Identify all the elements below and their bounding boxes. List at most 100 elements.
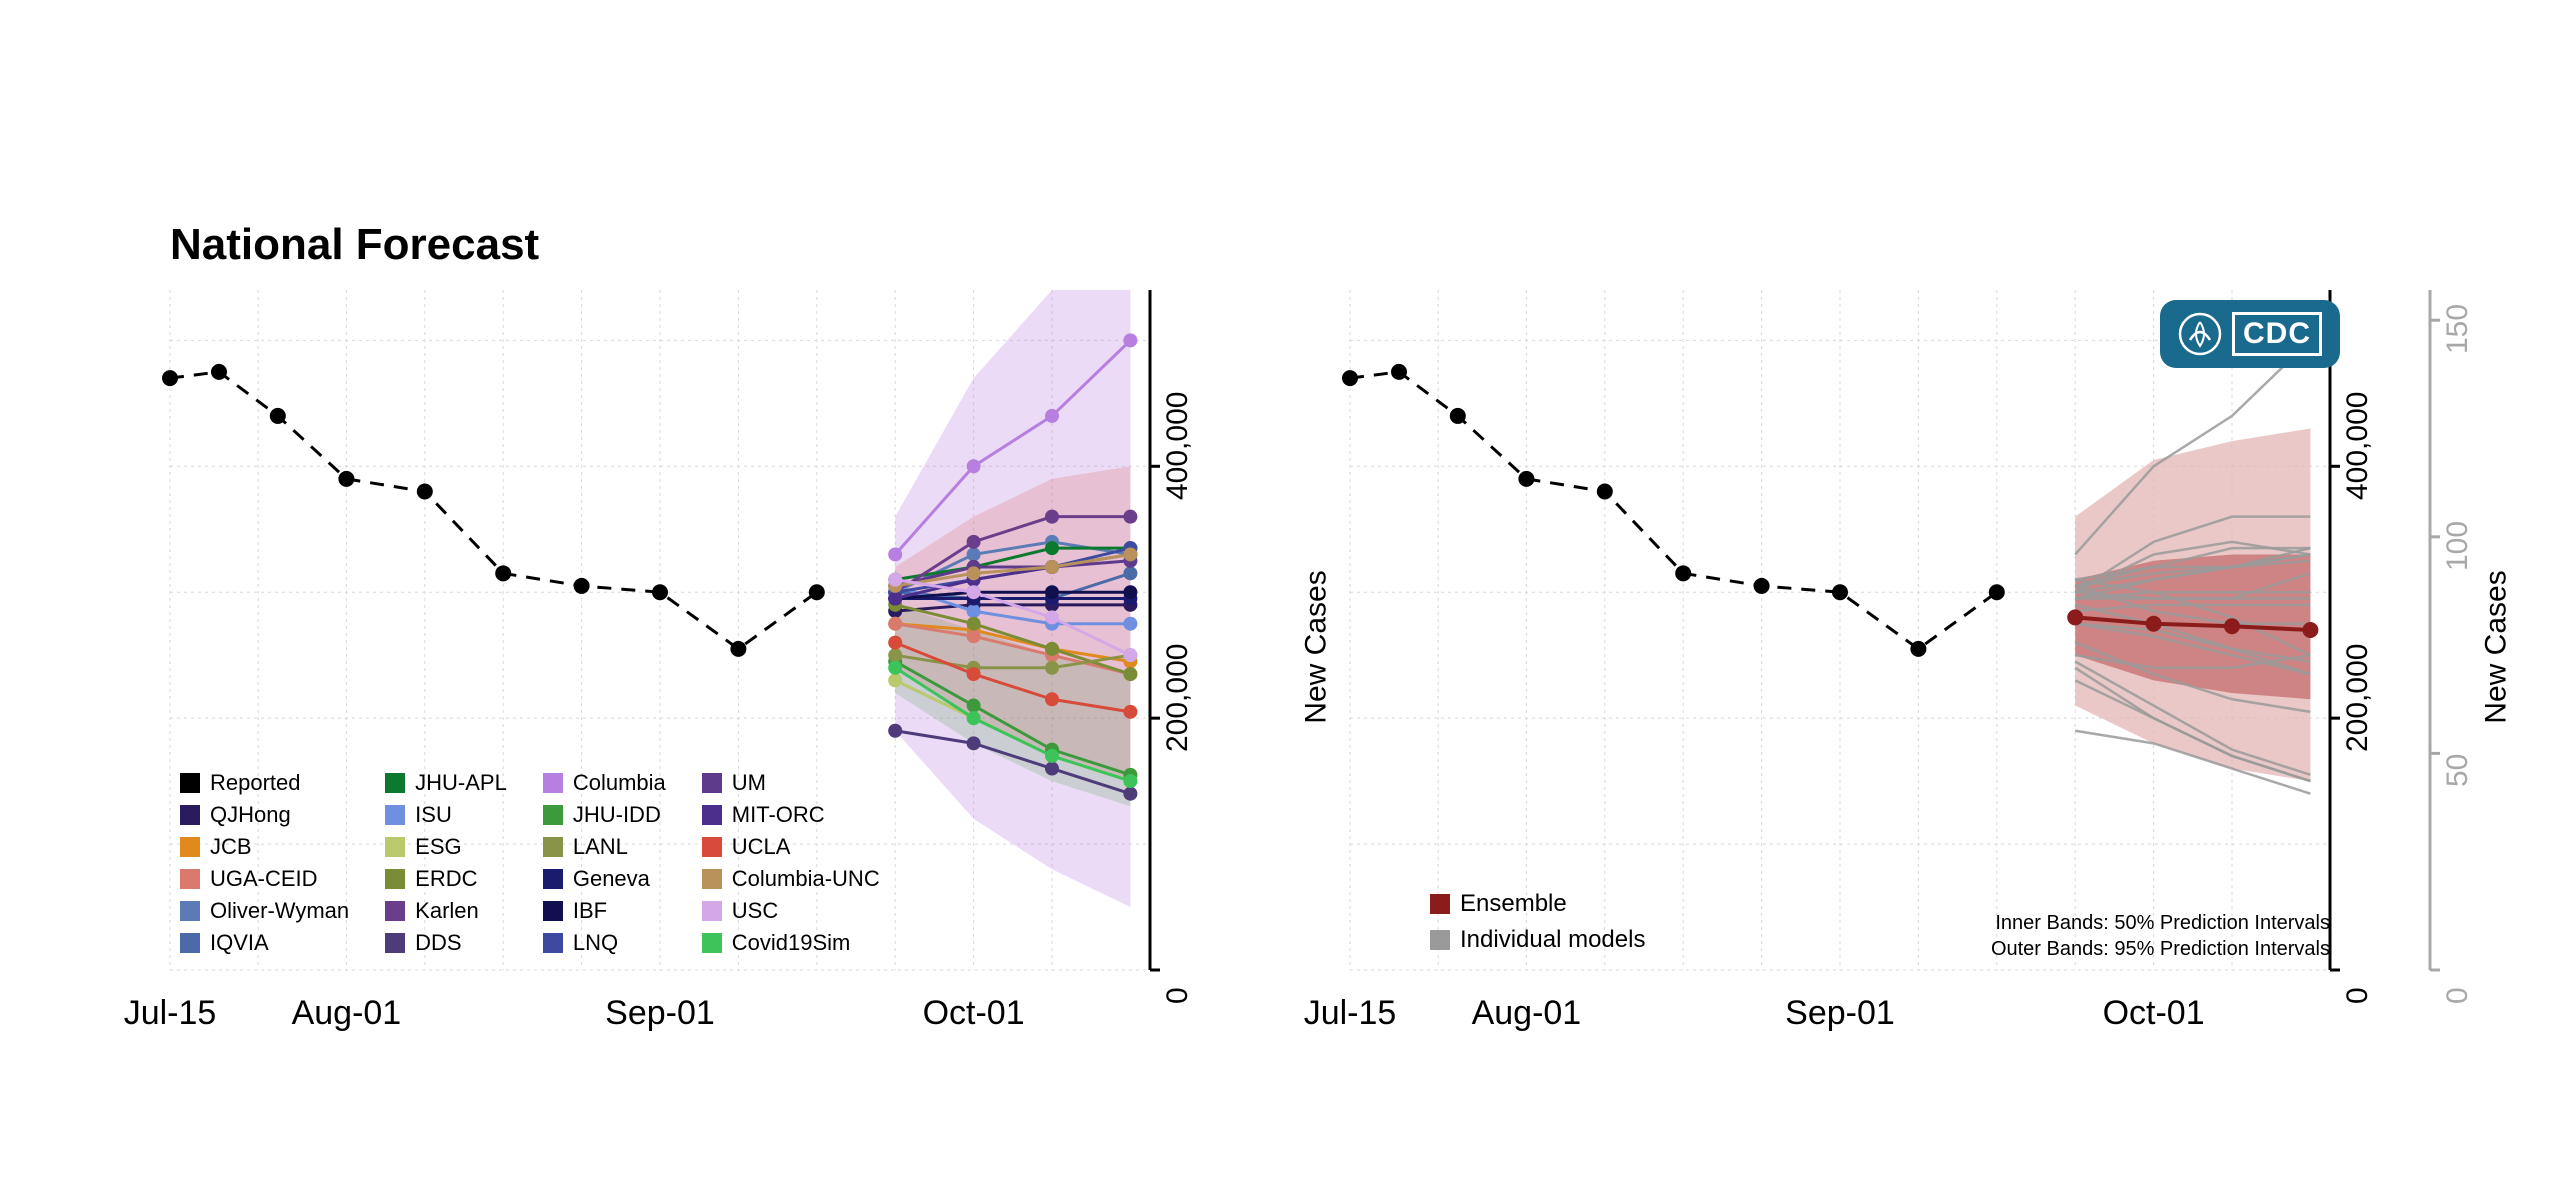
legend-item: QJHong <box>180 802 349 828</box>
legend-item: Individual models <box>1430 926 1645 954</box>
x-tick-label: Jul-15 <box>124 994 217 1033</box>
y-tick-label: 200,000 <box>2341 644 2375 752</box>
legend-item: Covid19Sim <box>702 930 880 956</box>
legend-item: Columbia <box>543 770 666 796</box>
legend-item: Oliver-Wyman <box>180 898 349 924</box>
legend-item: ESG <box>385 834 507 860</box>
y-axis-label-left: New Cases <box>1300 570 1334 723</box>
legend-swatch-icon <box>702 933 722 953</box>
legend-swatch-icon <box>543 901 563 921</box>
legend-label: UM <box>732 770 766 796</box>
legend-label: UCLA <box>732 834 791 860</box>
legend-item: Geneva <box>543 866 666 892</box>
legend-item: UCLA <box>702 834 880 860</box>
legend-item: IQVIA <box>180 930 349 956</box>
legend-label: JHU-APL <box>415 770 507 796</box>
legend-swatch-icon <box>543 805 563 825</box>
legend-label: JHU-IDD <box>573 802 661 828</box>
legend-item: Karlen <box>385 898 507 924</box>
legend-swatch-icon <box>385 773 405 793</box>
legend-swatch-icon <box>180 869 200 889</box>
legend-label: Geneva <box>573 866 650 892</box>
legend-label: ESG <box>415 834 461 860</box>
legend-item: DDS <box>385 930 507 956</box>
legend-swatch-icon <box>180 901 200 921</box>
legend-swatch-icon <box>543 773 563 793</box>
legend-item: LANL <box>543 834 666 860</box>
y2-tick-label: 0 <box>2441 987 2475 1004</box>
legend-swatch-icon <box>702 901 722 921</box>
x-tick-label: Sep-01 <box>605 994 715 1033</box>
legend-label: Covid19Sim <box>732 930 851 956</box>
y-axis-label-right: New Cases <box>2480 570 2514 723</box>
cdc-text: CDC <box>2232 312 2322 356</box>
legend-right: Ensemble Individual models <box>1430 890 1645 954</box>
legend-swatch-icon <box>180 805 200 825</box>
legend-swatch-icon <box>385 805 405 825</box>
x-tick-label: Oct-01 <box>2103 994 2205 1033</box>
legend-swatch-icon <box>1430 894 1450 914</box>
legend-item: JCB <box>180 834 349 860</box>
legend-swatch-icon <box>180 773 200 793</box>
legend-item: JHU-APL <box>385 770 507 796</box>
y2-tick-label: 100 <box>2441 521 2475 571</box>
legend-swatch-icon <box>385 869 405 889</box>
legend-swatch-icon <box>543 869 563 889</box>
y-tick-label: 400,000 <box>2341 392 2375 500</box>
legend-swatch-icon <box>180 837 200 857</box>
legend-item: JHU-IDD <box>543 802 666 828</box>
legend-item: ERDC <box>385 866 507 892</box>
x-tick-label: Aug-01 <box>1472 994 1582 1033</box>
legend-swatch-icon <box>702 869 722 889</box>
legend-swatch-icon <box>385 837 405 857</box>
legend-label: LNQ <box>573 930 618 956</box>
legend-item: Ensemble <box>1430 890 1645 918</box>
legend-item: IBF <box>543 898 666 924</box>
band-note-line1: Inner Bands: 50% Prediction Intervals <box>1970 910 2330 936</box>
legend-label: Columbia <box>573 770 666 796</box>
legend-label: USC <box>732 898 778 924</box>
legend-label: QJHong <box>210 802 291 828</box>
y-tick-label: 0 <box>1161 987 1195 1004</box>
cdc-logo: CDC <box>2160 300 2340 368</box>
legend-swatch-icon <box>543 837 563 857</box>
x-tick-label: Jul-15 <box>1304 994 1397 1033</box>
legend-label: LANL <box>573 834 628 860</box>
legend-label: Individual models <box>1460 926 1645 954</box>
legend-swatch-icon <box>385 933 405 953</box>
legend-label: MIT-ORC <box>732 802 825 828</box>
y-tick-label: 400,000 <box>1161 392 1195 500</box>
legend-swatch-icon <box>702 837 722 857</box>
page-title: National Forecast <box>170 220 539 270</box>
band-note: Inner Bands: 50% Prediction Intervals Ou… <box>1970 910 2330 962</box>
legend-label: Oliver-Wyman <box>210 898 349 924</box>
legend-left: Reported QJHong JCB UGA-CEID Oliver-Wyman IQV… <box>180 770 880 956</box>
x-tick-label: Sep-01 <box>1785 994 1895 1033</box>
legend-label: Karlen <box>415 898 479 924</box>
legend-label: Reported <box>210 770 301 796</box>
legend-swatch-icon <box>702 773 722 793</box>
legend-item: Columbia-UNC <box>702 866 880 892</box>
legend-item: USC <box>702 898 880 924</box>
legend-swatch-icon <box>543 933 563 953</box>
y2-tick-label: 150 <box>2441 304 2475 354</box>
y-tick-label: 0 <box>2341 987 2375 1004</box>
legend-item: UM <box>702 770 880 796</box>
legend-label: Ensemble <box>1460 890 1567 918</box>
legend-label: Columbia-UNC <box>732 866 880 892</box>
legend-label: ISU <box>415 802 452 828</box>
y2-tick-label: 50 <box>2441 754 2475 787</box>
legend-item: MIT-ORC <box>702 802 880 828</box>
legend-swatch-icon <box>180 933 200 953</box>
legend-label: UGA-CEID <box>210 866 318 892</box>
legend-item: ISU <box>385 802 507 828</box>
right-chart <box>1350 290 2350 970</box>
cdc-seal-icon <box>2178 312 2222 356</box>
legend-label: IBF <box>573 898 607 924</box>
legend-item: LNQ <box>543 930 666 956</box>
legend-label: JCB <box>210 834 252 860</box>
legend-label: IQVIA <box>210 930 269 956</box>
x-tick-label: Aug-01 <box>292 994 402 1033</box>
band-note-line2: Outer Bands: 95% Prediction Intervals <box>1970 936 2330 962</box>
y-tick-label: 200,000 <box>1161 644 1195 752</box>
